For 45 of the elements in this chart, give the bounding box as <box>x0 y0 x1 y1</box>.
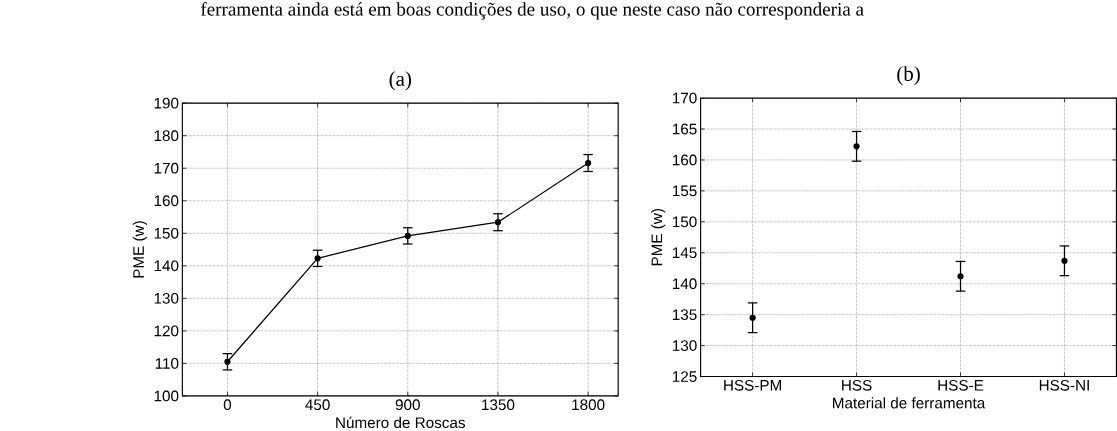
y-tick-label: 150 <box>154 227 179 239</box>
y-tick-label: 190 <box>154 97 179 109</box>
y-tick-label: 100 <box>154 390 179 402</box>
x-tick-label: HSS-E <box>938 379 984 391</box>
y-tick-label: 140 <box>154 260 179 272</box>
y-tick-label: 140 <box>672 278 697 289</box>
y-tick-label: 160 <box>672 154 697 166</box>
point <box>853 143 860 150</box>
y-tick-label: 125 <box>672 371 697 382</box>
y-tick-label: 180 <box>154 130 179 141</box>
x-axis-title: Material de ferramenta <box>833 397 986 409</box>
chart-title: (a) <box>389 71 411 91</box>
y-tick-label: 120 <box>154 325 179 337</box>
y-axis-title: PME (w) <box>132 221 147 278</box>
y-tick-label: 110 <box>155 357 179 369</box>
point <box>957 273 964 280</box>
y-tick-label: 130 <box>154 292 179 304</box>
x-tick-label: 1350 <box>482 399 515 410</box>
point <box>1061 257 1068 264</box>
point <box>585 159 592 167</box>
x-axis-title: Número de Roscas <box>336 416 465 428</box>
point <box>314 255 321 262</box>
y-tick-label: 165 <box>672 123 697 135</box>
x-tick-label: HSS-NI <box>1039 379 1089 391</box>
y-tick-label: 170 <box>672 92 697 104</box>
y-tick-label: 130 <box>672 340 697 351</box>
y-tick-label: 155 <box>672 185 697 197</box>
point <box>749 314 756 321</box>
x-tick-label: 450 <box>305 399 330 410</box>
x-tick-label: 900 <box>395 399 420 410</box>
x-tick-label: HSS <box>842 379 872 391</box>
x-tick-label: HSS-PM <box>724 379 782 391</box>
text: ferramenta ainda está em boas condições de uso, o que neste caso não corresponderia a <box>200 1 864 20</box>
x-tick-label: 0 <box>223 399 232 410</box>
y-axis-title: PME (w) <box>651 208 666 266</box>
point <box>494 219 502 226</box>
y-tick-label: 150 <box>672 216 697 228</box>
y-tick-label: 160 <box>154 195 179 207</box>
x-tick-label: 1800 <box>572 399 605 410</box>
point <box>404 232 411 239</box>
y-tick-label: 170 <box>154 162 179 174</box>
chart-title: (b) <box>897 66 920 86</box>
y-tick-label: 135 <box>672 309 697 320</box>
y-tick-label: 145 <box>672 247 697 258</box>
point <box>224 358 231 365</box>
